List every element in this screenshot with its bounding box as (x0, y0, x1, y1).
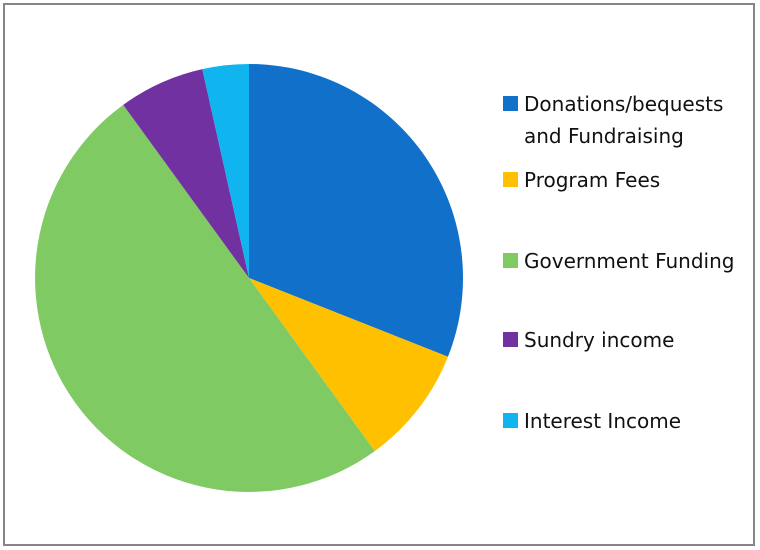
pie-slice-sundry (123, 69, 249, 279)
legend-item-government: Government Funding (503, 245, 749, 277)
pie-slice-donations (249, 64, 463, 357)
pie-slices (35, 64, 463, 492)
pie-slice-interest (202, 64, 249, 278)
legend-label-interest: Interest Income (524, 409, 682, 433)
legend-label-program-fees: Program Fees (524, 168, 661, 192)
pie-slice-government (35, 104, 375, 492)
legend-item-program-fees: Program Fees (503, 164, 749, 196)
legend-item-sundry: Sundry income (503, 324, 749, 356)
legend-swatch-program-fees (503, 172, 518, 187)
legend-swatch-sundry (503, 332, 518, 347)
legend-swatch-donations (503, 96, 518, 111)
legend-label-donations: Donations/bequests and Fundraising (524, 92, 724, 148)
legend-label-sundry: Sundry income (524, 328, 675, 352)
pie-slice-program-fees (249, 278, 448, 452)
legend-swatch-interest (503, 413, 518, 428)
legend-item-donations: Donations/bequests and Fundraising (503, 88, 749, 152)
legend-swatch-government (503, 253, 518, 268)
legend-label-government: Government Funding (524, 249, 735, 273)
legend-item-interest: Interest Income (503, 405, 749, 437)
